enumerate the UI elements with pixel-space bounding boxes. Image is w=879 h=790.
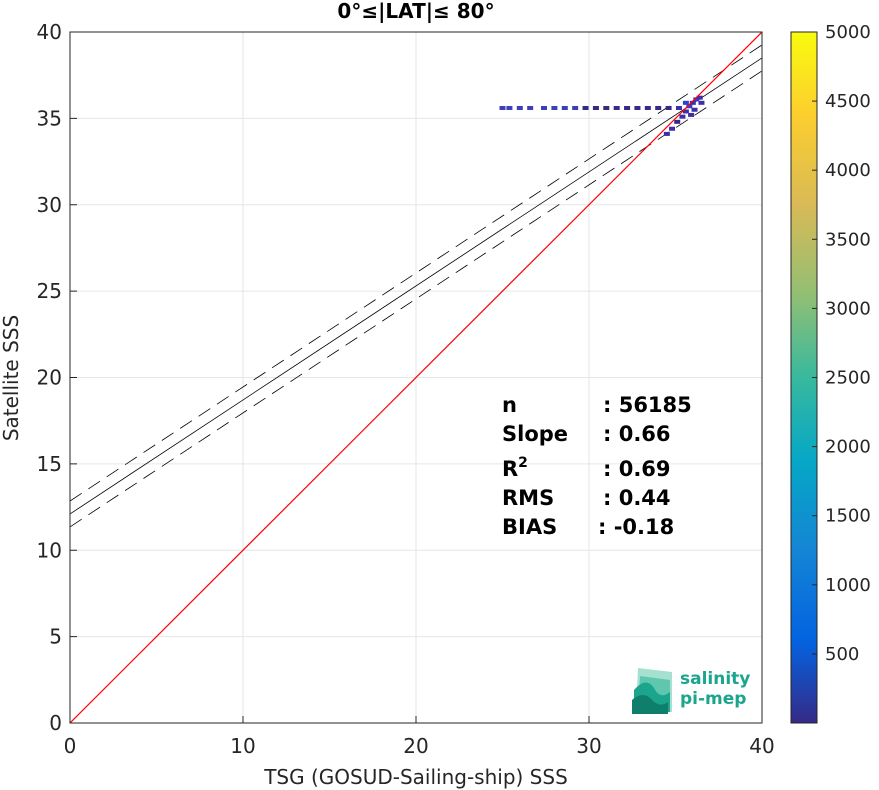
density-point (655, 106, 662, 111)
y-axis-label: Satellite SSS (0, 315, 23, 441)
chart-title: 0°≤|LAT|≤ 80° (337, 0, 494, 23)
x-tick-label: 0 (64, 734, 77, 758)
density-point (613, 106, 620, 111)
stat-label: RMS (502, 486, 554, 510)
statistics-box: n : 56185 Slope : 0.66 R2 : 0.69 RMS : 0.44 BIAS… (502, 393, 692, 539)
stat-value: : 0.66 (603, 422, 671, 446)
stat-label: n (502, 393, 517, 417)
x-tick-label: 30 (576, 734, 601, 758)
stat-label: R2 (502, 455, 528, 481)
y-tick-label: 10 (37, 538, 62, 562)
stat-value: : -0.18 (598, 515, 674, 539)
density-point (572, 106, 579, 111)
stat-value: : 56185 (603, 393, 692, 417)
x-tick-label: 10 (230, 734, 255, 758)
density-point (686, 104, 693, 109)
stat-value: : 0.69 (603, 457, 671, 481)
density-point (663, 131, 670, 136)
x-tick-label: 20 (403, 734, 428, 758)
density-point (499, 106, 506, 111)
identity-line (70, 32, 762, 723)
grid-lines (70, 32, 762, 723)
stat-label: BIAS (502, 515, 557, 539)
y-tick-label: 20 (37, 366, 62, 390)
density-point (674, 119, 681, 124)
colorbar-tick-label: 3000 (825, 298, 871, 319)
density-point (691, 107, 698, 112)
density-point (682, 100, 689, 105)
y-tick-label: 30 (37, 193, 62, 217)
density-point (624, 106, 631, 111)
density-point (644, 106, 651, 111)
y-tick-label: 15 (37, 452, 62, 476)
x-axis-ticks: 0 10 20 30 40 (64, 716, 775, 758)
y-tick-label: 25 (37, 279, 62, 303)
density-point (675, 106, 682, 111)
colorbar-tick-label: 500 (825, 644, 859, 665)
logo-line2: pi-mep (680, 689, 746, 709)
colorbar-tick-label: 1500 (825, 506, 871, 527)
x-tick-label: 40 (749, 734, 774, 758)
stat-value: : 0.44 (603, 486, 671, 510)
density-point (582, 106, 589, 111)
density-point (527, 106, 534, 111)
density-point (682, 109, 689, 114)
y-tick-label: 5 (49, 625, 62, 649)
density-point (698, 100, 705, 105)
density-point (551, 106, 558, 111)
y-axis-ticks: 0 5 10 15 20 25 30 35 40 (37, 20, 77, 735)
colorbar-tick-label: 4500 (825, 91, 871, 112)
density-point (561, 106, 568, 111)
density-point (679, 114, 686, 119)
density-point (669, 126, 676, 131)
regression-line (70, 57, 762, 515)
stat-label: Slope (502, 422, 568, 446)
wave-icon (632, 668, 672, 714)
density-point (696, 95, 703, 100)
density-points (70, 32, 762, 723)
logo-line1: salinity (680, 669, 750, 689)
density-point (689, 100, 696, 105)
x-axis-label: TSG (GOSUD-Sailing-ship) SSS (263, 765, 568, 789)
colorbar-tick-label: 4000 (825, 160, 871, 181)
colorbar-tick-label: 3500 (825, 229, 871, 250)
density-point (592, 106, 599, 111)
density-point (603, 106, 610, 111)
upper-confidence-line (70, 44, 762, 502)
density-point (634, 106, 641, 111)
colorbar-ticks: 500 1000 1500 2000 2500 3000 3500 4000 4500 5000 (812, 22, 871, 665)
density-point (516, 106, 523, 111)
colorbar-tick-label: 1000 (825, 575, 871, 596)
salinity-pimep-logo: salinity pi-mep (632, 668, 750, 714)
density-point (506, 106, 513, 111)
density-point (693, 97, 700, 102)
density-point (665, 106, 672, 111)
colorbar-tick-label: 2000 (825, 437, 871, 458)
y-tick-label: 35 (37, 106, 62, 130)
y-tick-label: 40 (37, 20, 62, 44)
y-tick-label: 0 (49, 711, 62, 735)
density-point (541, 106, 548, 111)
density-point (688, 112, 695, 117)
colorbar-tick-label: 2500 (825, 368, 871, 389)
colorbar-tick-label: 5000 (825, 22, 871, 43)
